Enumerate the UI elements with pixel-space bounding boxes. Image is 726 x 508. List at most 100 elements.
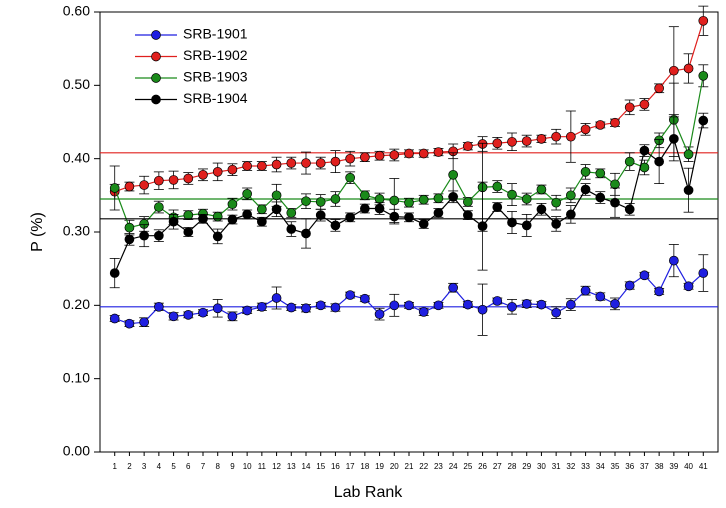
legend-marker <box>151 30 161 40</box>
point <box>109 268 120 278</box>
point <box>389 300 400 311</box>
point <box>521 220 532 231</box>
x-tick-label: 23 <box>434 462 443 471</box>
point <box>433 208 444 218</box>
point <box>433 300 444 311</box>
point <box>198 307 208 318</box>
point <box>257 216 267 227</box>
point <box>698 268 709 278</box>
point <box>463 299 473 310</box>
point <box>154 230 164 241</box>
point <box>330 220 341 231</box>
point <box>507 217 517 228</box>
point <box>669 65 679 76</box>
point <box>154 301 164 312</box>
x-tick-label: 6 <box>186 462 191 471</box>
point <box>330 156 341 167</box>
point <box>257 301 267 312</box>
point <box>345 153 355 164</box>
point <box>477 221 488 231</box>
legend-label: SRB-1903 <box>183 69 248 85</box>
x-tick-label: 25 <box>463 462 472 471</box>
point <box>698 115 709 126</box>
point <box>551 131 561 142</box>
x-tick-label: 28 <box>508 462 517 471</box>
point <box>536 134 547 144</box>
point <box>624 280 635 291</box>
point <box>271 204 282 215</box>
point <box>492 138 503 149</box>
point <box>566 209 576 220</box>
point <box>683 185 694 196</box>
point <box>227 199 238 209</box>
x-tick-label: 30 <box>537 462 546 471</box>
point <box>109 183 120 193</box>
x-tick-label: 9 <box>230 462 235 471</box>
y-axis-label: P (%) <box>29 212 46 252</box>
x-tick-label: 39 <box>669 462 678 471</box>
point <box>580 285 591 296</box>
point <box>389 150 400 160</box>
point <box>345 212 355 223</box>
point <box>301 228 311 239</box>
point <box>301 196 311 207</box>
x-tick-label: 5 <box>171 462 176 471</box>
point <box>507 301 517 312</box>
point <box>448 191 458 202</box>
point <box>566 190 576 201</box>
point <box>492 202 503 212</box>
point <box>124 318 135 329</box>
point <box>477 304 488 315</box>
point <box>286 302 297 313</box>
legend-label: SRB-1902 <box>183 47 248 63</box>
y-tick-label: 0.00 <box>63 443 90 459</box>
point <box>242 209 252 220</box>
x-tick-label: 32 <box>566 462 575 471</box>
point <box>624 156 635 167</box>
point <box>360 293 370 304</box>
y-tick-label: 0.20 <box>63 296 90 312</box>
point <box>198 169 208 180</box>
point <box>198 213 208 224</box>
point <box>183 227 194 237</box>
point <box>536 204 547 215</box>
point <box>301 303 311 314</box>
point <box>286 224 297 234</box>
point <box>463 141 473 152</box>
point <box>183 210 194 220</box>
point <box>257 204 267 215</box>
y-tick-label: 0.30 <box>63 223 90 239</box>
point <box>521 194 532 204</box>
point <box>168 175 179 185</box>
point <box>654 156 664 167</box>
point <box>418 148 429 159</box>
point <box>404 197 414 208</box>
point <box>109 313 120 324</box>
x-axis-label: Lab Rank <box>334 484 403 501</box>
point <box>566 131 576 142</box>
point <box>507 189 517 200</box>
y-tick-label: 0.60 <box>63 3 90 19</box>
point <box>418 194 429 205</box>
x-tick-label: 40 <box>684 462 693 471</box>
x-tick-label: 26 <box>478 462 487 471</box>
point <box>389 211 400 222</box>
point <box>168 311 179 322</box>
x-tick-label: 36 <box>625 462 634 471</box>
point <box>610 197 620 208</box>
point <box>315 158 326 168</box>
legend-marker <box>151 94 161 105</box>
x-tick-label: 17 <box>346 462 355 471</box>
x-tick-label: 33 <box>581 462 590 471</box>
point <box>551 307 561 318</box>
x-tick-label: 31 <box>552 462 561 471</box>
x-tick-label: 11 <box>258 462 267 471</box>
point <box>683 63 694 74</box>
point <box>242 305 252 316</box>
point <box>389 195 400 206</box>
point <box>580 167 591 177</box>
x-tick-label: 21 <box>405 462 414 471</box>
point <box>301 158 311 168</box>
point <box>345 290 355 300</box>
point <box>683 281 694 292</box>
